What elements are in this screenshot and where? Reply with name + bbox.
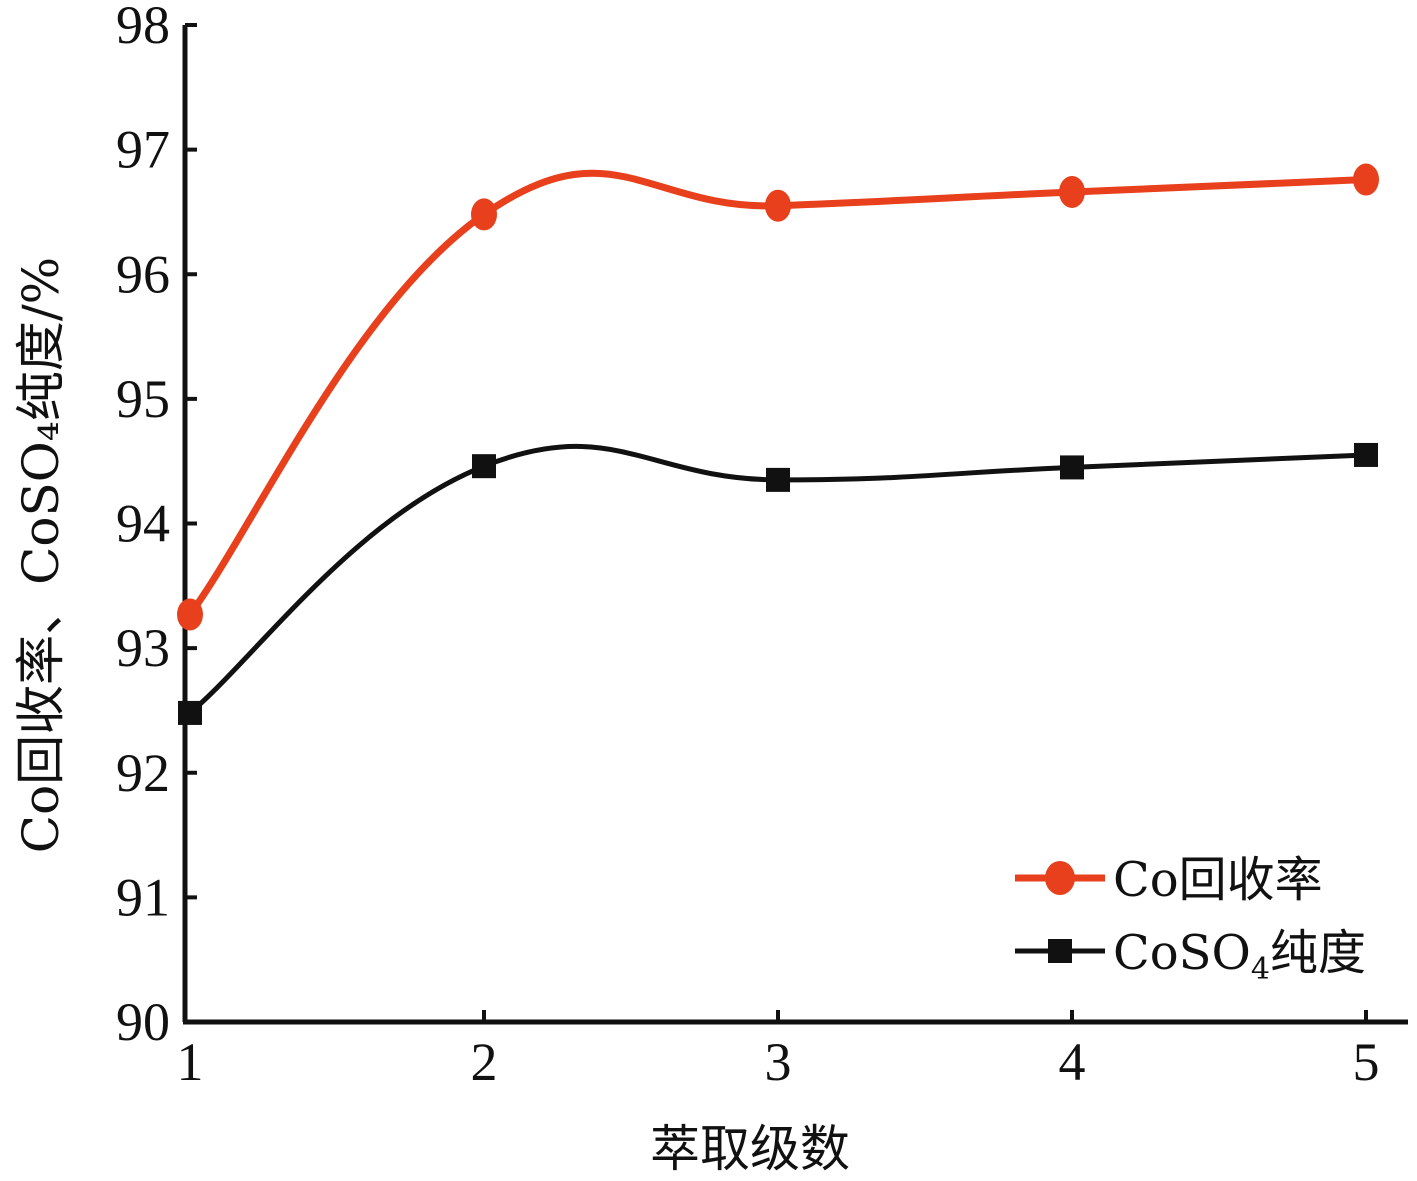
- x-tick-label-4: 4: [1059, 1032, 1086, 1092]
- y-tick-label-93: 93: [116, 618, 170, 678]
- legend-label-purity-base: CoSO: [1113, 925, 1251, 981]
- legend-label-recovery: Co回收率: [1113, 852, 1323, 908]
- y-tick-label-91: 91: [116, 867, 170, 927]
- x-tick-label-2: 2: [471, 1032, 498, 1092]
- y-tick-label-98: 98: [116, 0, 170, 55]
- x-tick-label-1: 1: [177, 1032, 204, 1092]
- legend-label-purity-suffix: 纯度: [1270, 925, 1366, 981]
- legend-label-purity: CoSO4纯度: [1113, 925, 1366, 987]
- series-line-recovery: [186, 169, 1370, 618]
- point-recovery-5: [1353, 163, 1379, 196]
- point-purity-5: [1354, 442, 1378, 467]
- series-layer: [177, 163, 1379, 725]
- point-recovery-2: [471, 198, 497, 231]
- legend: Co回收率 CoSO4纯度: [1015, 852, 1366, 987]
- point-recovery-1: [177, 598, 203, 631]
- legend-marker-purity: [1048, 939, 1072, 963]
- y-axis-title: Co回收率、CoSO₄纯度/%: [12, 257, 70, 853]
- legend-item-purity: CoSO4纯度: [1015, 925, 1366, 987]
- y-tick-label-92: 92: [116, 743, 170, 803]
- y-tick-label-96: 96: [116, 244, 170, 304]
- x-tick-label-3: 3: [765, 1032, 792, 1092]
- y-tick-label-95: 95: [116, 369, 170, 429]
- legend-item-recovery: Co回收率: [1015, 852, 1323, 908]
- y-tick-label-94: 94: [116, 494, 170, 554]
- y-ticks: 90 91 92 93 94 95 96 97 98: [116, 0, 197, 1052]
- point-purity-1: [178, 700, 202, 725]
- point-recovery-4: [1059, 175, 1085, 208]
- point-purity-2: [472, 454, 496, 479]
- y-tick-label-97: 97: [116, 120, 170, 180]
- point-purity-4: [1060, 455, 1084, 480]
- x-tick-label-5: 5: [1353, 1032, 1380, 1092]
- x-ticks: 1 2 3 4 5: [177, 1010, 1380, 1092]
- y-tick-label-90: 90: [116, 992, 170, 1052]
- legend-marker-recovery: [1045, 861, 1075, 895]
- point-purity-3: [766, 467, 790, 492]
- point-recovery-3: [765, 189, 791, 222]
- legend-label-purity-sub: 4: [1251, 952, 1270, 987]
- x-axis-title: 萃取级数: [650, 1120, 850, 1178]
